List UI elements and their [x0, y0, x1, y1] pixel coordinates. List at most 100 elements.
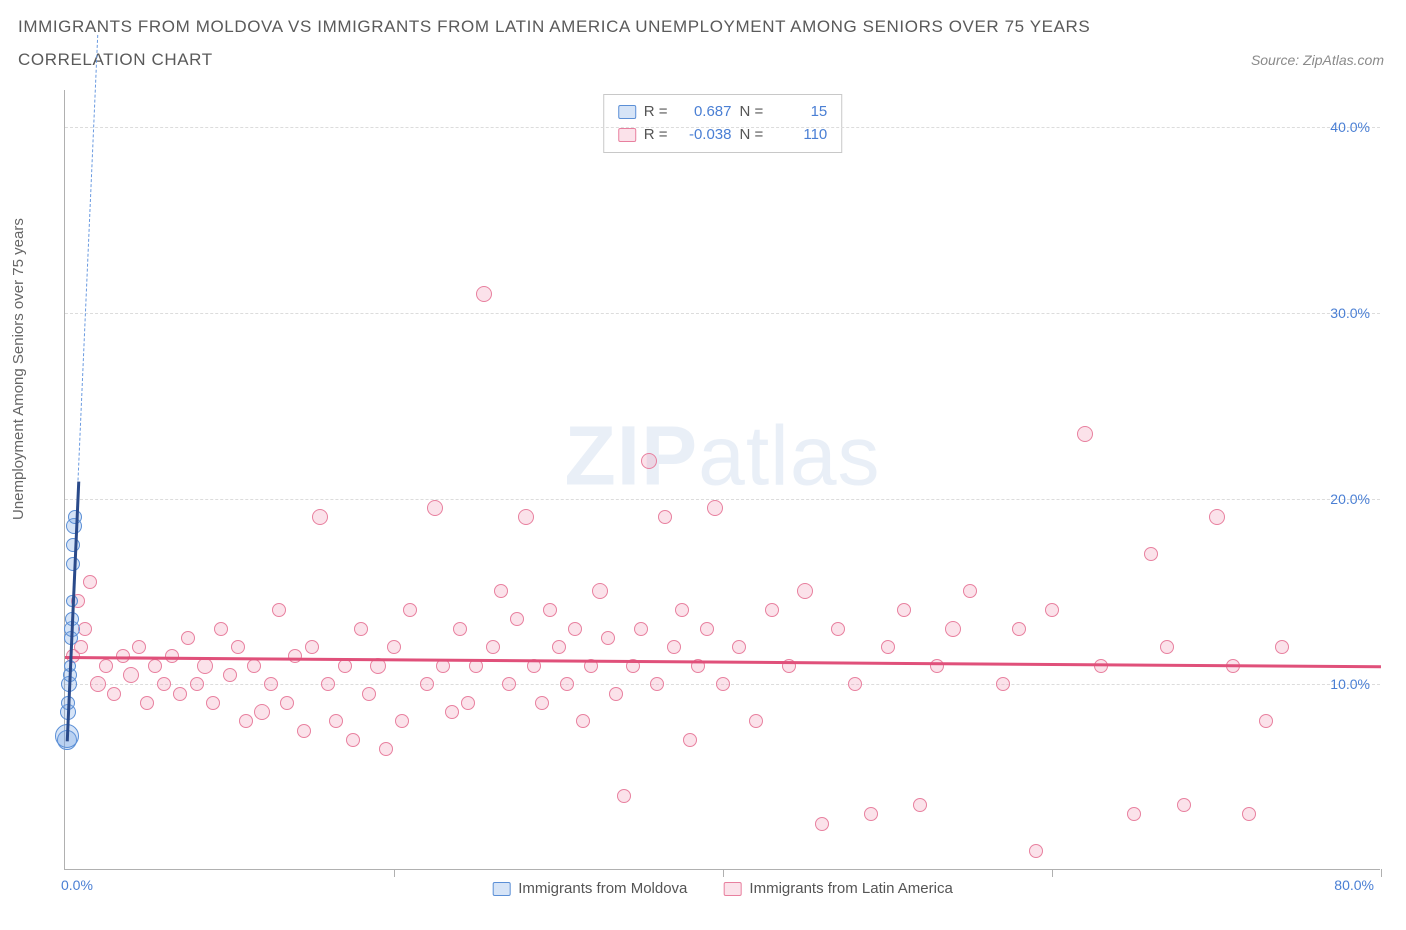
point-latin — [223, 668, 237, 682]
point-latin — [963, 584, 977, 598]
y-axis-label: Unemployment Among Seniors over 75 years — [10, 218, 27, 520]
chart-title: IMMIGRANTS FROM MOLDOVA VS IMMIGRANTS FR… — [18, 14, 1388, 40]
point-latin — [297, 724, 311, 738]
trendline-moldova-dash — [78, 35, 99, 481]
point-latin — [453, 622, 467, 636]
swatch-latin — [618, 128, 636, 142]
swatch-moldova — [618, 105, 636, 119]
point-latin — [510, 612, 524, 626]
point-latin — [700, 622, 714, 636]
point-latin — [1177, 798, 1191, 812]
point-latin — [996, 677, 1010, 691]
x-tick — [394, 869, 395, 877]
point-latin — [461, 696, 475, 710]
legend-row-moldova: R = 0.687 N = 15 — [618, 101, 828, 124]
point-latin — [231, 640, 245, 654]
point-latin — [765, 603, 779, 617]
point-latin — [206, 696, 220, 710]
point-latin — [395, 714, 409, 728]
gridline — [65, 127, 1380, 128]
point-latin — [321, 677, 335, 691]
point-latin — [913, 798, 927, 812]
point-latin — [1209, 509, 1225, 525]
point-latin — [288, 649, 302, 663]
swatch-latin-icon — [723, 882, 741, 896]
point-latin — [560, 677, 574, 691]
point-latin — [535, 696, 549, 710]
point-latin — [831, 622, 845, 636]
point-latin — [601, 631, 615, 645]
point-latin — [518, 509, 534, 525]
point-latin — [543, 603, 557, 617]
trendline-latin — [65, 656, 1381, 668]
x-tick — [1381, 869, 1382, 877]
point-latin — [592, 583, 608, 599]
point-latin — [1144, 547, 1158, 561]
point-latin — [148, 659, 162, 673]
point-latin — [683, 733, 697, 747]
point-latin — [272, 603, 286, 617]
point-latin — [897, 603, 911, 617]
correlation-legend: R = 0.687 N = 15 R = -0.038 N = 110 — [603, 94, 843, 153]
point-latin — [346, 733, 360, 747]
point-latin — [945, 621, 961, 637]
point-latin — [362, 687, 376, 701]
point-latin — [74, 640, 88, 654]
point-latin — [494, 584, 508, 598]
x-tick — [723, 869, 724, 877]
point-latin — [132, 640, 146, 654]
point-latin — [486, 640, 500, 654]
point-latin — [264, 677, 278, 691]
point-latin — [502, 677, 516, 691]
swatch-moldova-icon — [492, 882, 510, 896]
point-latin — [338, 659, 352, 673]
y-tick-label: 40.0% — [1330, 119, 1370, 135]
y-tick-label: 30.0% — [1330, 305, 1370, 321]
point-latin — [848, 677, 862, 691]
point-latin — [634, 622, 648, 636]
point-latin — [1012, 622, 1026, 636]
point-latin — [90, 676, 106, 692]
x-tick-max: 80.0% — [1334, 877, 1374, 893]
point-latin — [239, 714, 253, 728]
point-latin — [197, 658, 213, 674]
point-latin — [280, 696, 294, 710]
x-tick — [1052, 869, 1053, 877]
point-latin — [707, 500, 723, 516]
point-latin — [1127, 807, 1141, 821]
series-legend: Immigrants from Moldova Immigrants from … — [492, 880, 953, 897]
point-latin — [254, 704, 270, 720]
point-latin — [78, 622, 92, 636]
point-latin — [123, 667, 139, 683]
point-latin — [387, 640, 401, 654]
point-latin — [379, 742, 393, 756]
legend-item-moldova: Immigrants from Moldova — [492, 880, 687, 897]
point-latin — [140, 696, 154, 710]
point-latin — [749, 714, 763, 728]
point-latin — [190, 677, 204, 691]
point-latin — [173, 687, 187, 701]
point-latin — [214, 622, 228, 636]
point-latin — [716, 677, 730, 691]
watermark: ZIPatlas — [564, 408, 880, 505]
point-latin — [312, 509, 328, 525]
point-latin — [815, 817, 829, 831]
point-latin — [1242, 807, 1256, 821]
gridline — [65, 499, 1380, 500]
chart-container: Unemployment Among Seniors over 75 years… — [18, 90, 1388, 890]
point-latin — [403, 603, 417, 617]
point-latin — [476, 286, 492, 302]
chart-subtitle: CORRELATION CHART — [18, 50, 213, 70]
legend-item-latin: Immigrants from Latin America — [723, 880, 952, 897]
point-latin — [181, 631, 195, 645]
point-latin — [445, 705, 459, 719]
point-latin — [99, 659, 113, 673]
source-credit: Source: ZipAtlas.com — [1251, 52, 1384, 68]
point-latin — [797, 583, 813, 599]
point-latin — [930, 659, 944, 673]
point-latin — [552, 640, 566, 654]
point-latin — [667, 640, 681, 654]
y-tick-label: 20.0% — [1330, 491, 1370, 507]
x-tick-min: 0.0% — [61, 877, 93, 893]
point-latin — [247, 659, 261, 673]
